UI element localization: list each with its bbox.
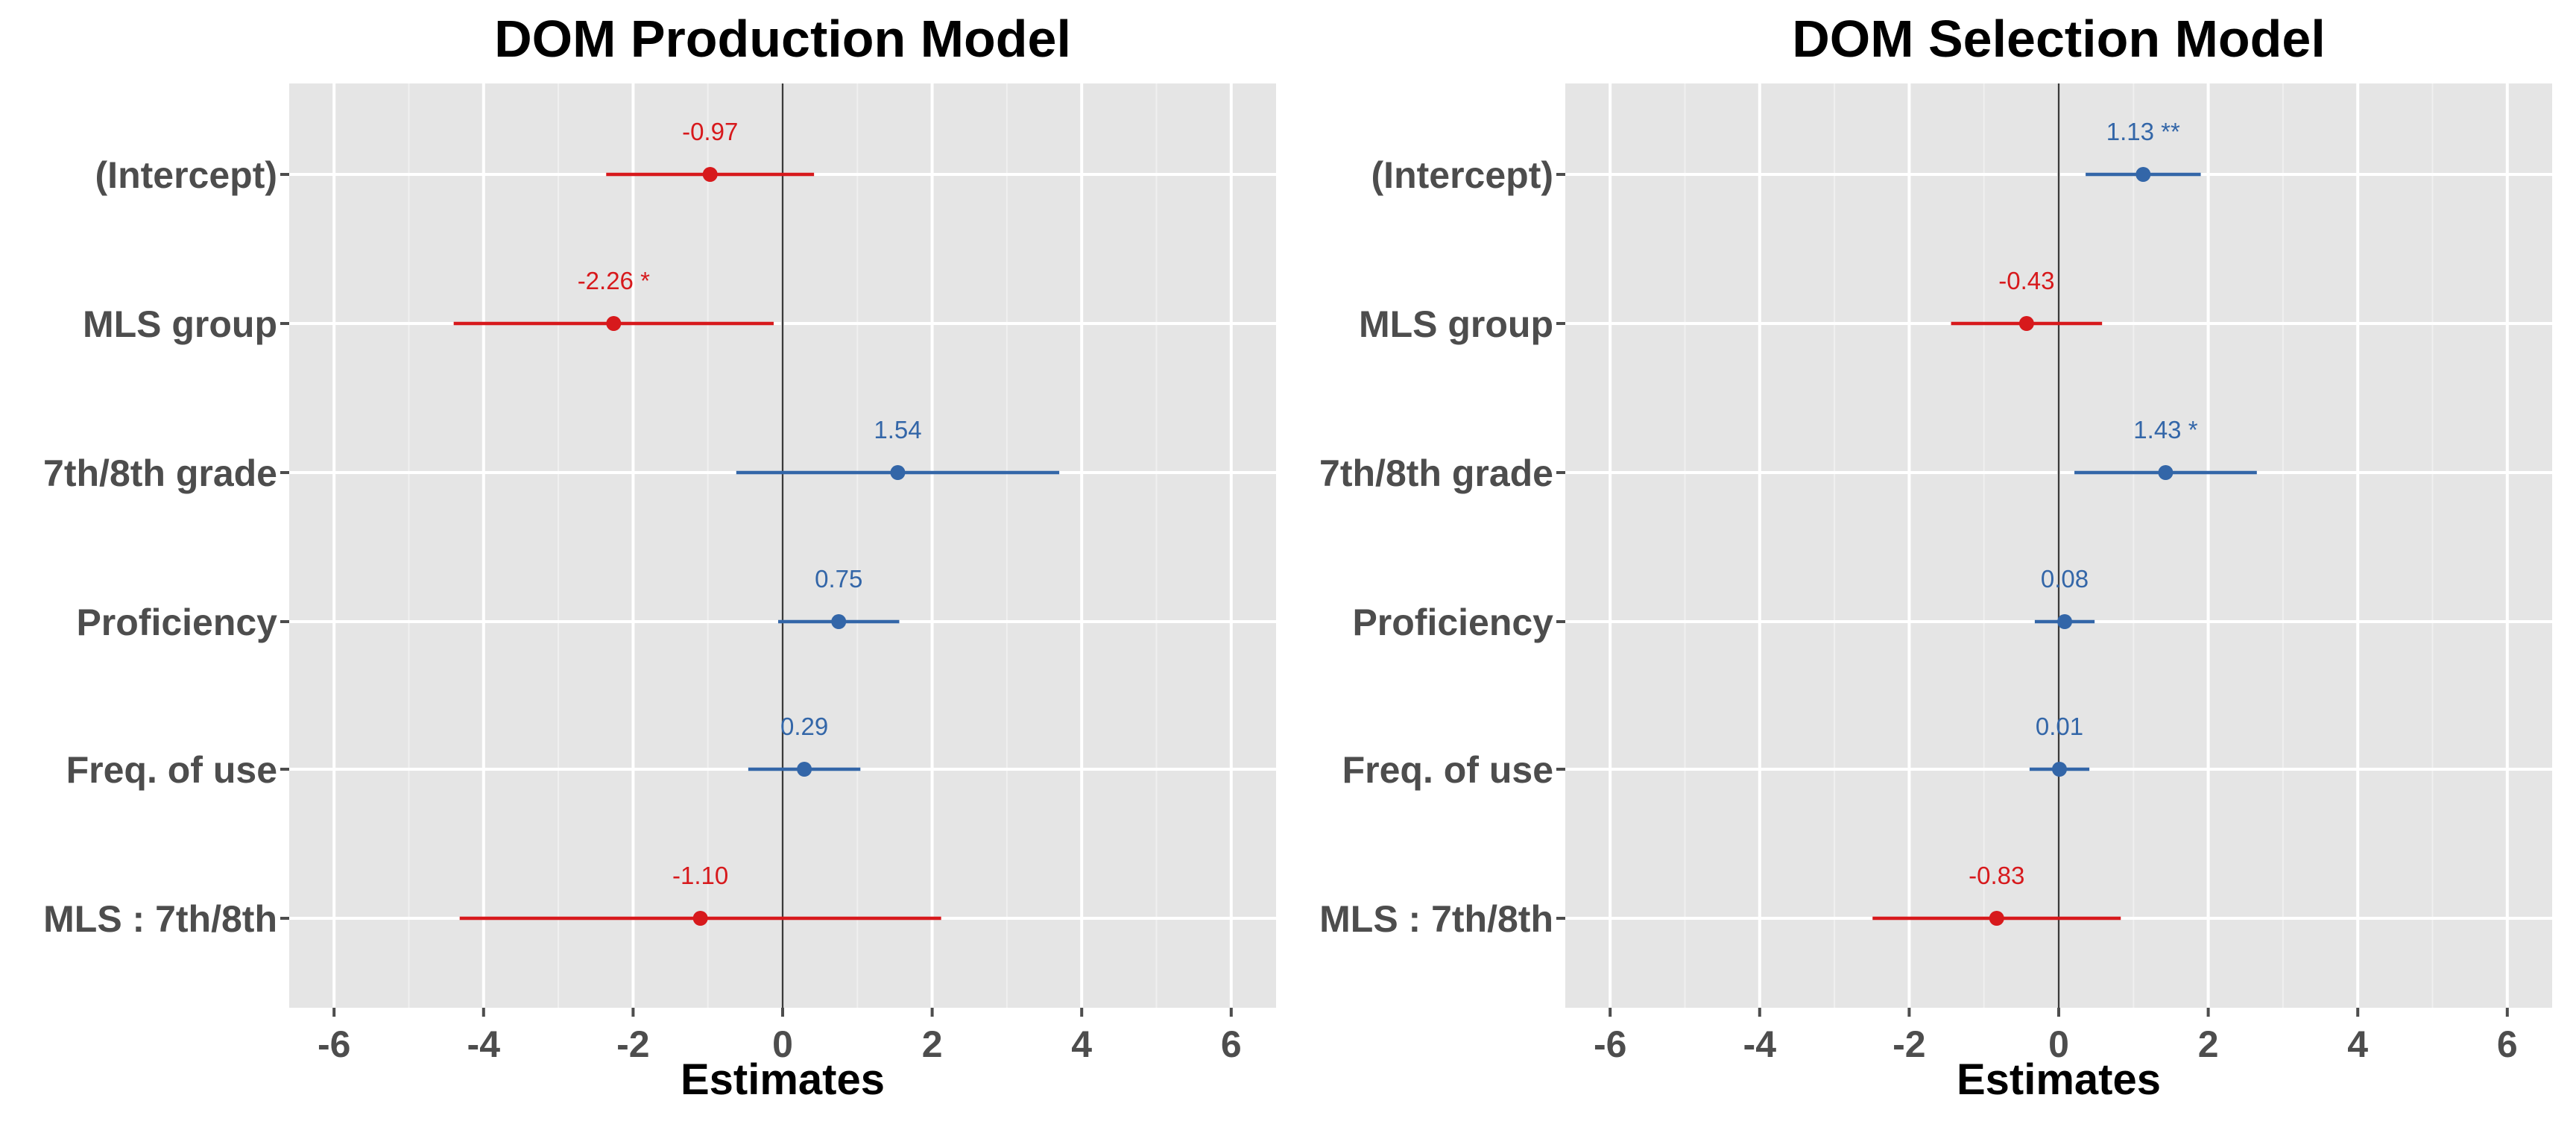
- estimate-label: -2.26 *: [578, 267, 650, 294]
- y-tick-label: Freq. of use: [66, 749, 277, 791]
- x-tick-label: 2: [922, 1023, 943, 1065]
- x-tick-label: 6: [1221, 1023, 1242, 1065]
- estimate-point: [797, 762, 812, 777]
- production-model-panel: DOM Production Model (Intercept) MLS group…: [43, 10, 1276, 1104]
- estimate-label: -0.43: [1998, 267, 2054, 294]
- y-tick-label: 7th/8th grade: [43, 452, 277, 494]
- y-tick-label: Freq. of use: [1342, 749, 1553, 791]
- x-tick-label: -6: [1594, 1023, 1626, 1065]
- x-axis-label: Estimates: [681, 1055, 885, 1104]
- estimate-label: -1.10: [672, 862, 728, 889]
- chart-title: DOM Selection Model: [1792, 10, 2326, 68]
- estimate-point: [2052, 762, 2068, 777]
- estimate-label: 1.13 **: [2106, 118, 2180, 145]
- x-tick-label: 2: [2198, 1023, 2219, 1065]
- estimate-point: [692, 911, 708, 926]
- y-tick-label: MLS group: [83, 303, 277, 345]
- x-axis-label: Estimates: [1957, 1055, 2161, 1104]
- estimate-point: [606, 316, 622, 331]
- estimate-point: [2018, 316, 2034, 331]
- chart-title: DOM Production Model: [494, 10, 1071, 68]
- x-tick-label: -4: [1743, 1023, 1777, 1065]
- y-tick-label: Proficiency: [1352, 602, 1553, 643]
- y-tick-label: MLS : 7th/8th: [1319, 898, 1553, 940]
- x-tick-label: -2: [616, 1023, 649, 1065]
- estimate-point: [890, 465, 906, 480]
- x-tick-label: 4: [2347, 1023, 2368, 1065]
- estimate-label: 0.75: [815, 565, 862, 593]
- estimate-label: 0.08: [2041, 565, 2089, 593]
- estimate-label: -0.83: [1969, 862, 2024, 889]
- y-tick-label: MLS : 7th/8th: [43, 898, 277, 940]
- estimate-label: 0.01: [2036, 713, 2083, 740]
- selection-model-panel: DOM Selection Model (Intercept) MLS group 7…: [1319, 10, 2552, 1104]
- x-tick-label: -4: [467, 1023, 501, 1065]
- y-tick-label: (Intercept): [1371, 154, 1553, 196]
- y-tick-label: 7th/8th grade: [1319, 452, 1553, 494]
- estimate-point: [2057, 614, 2073, 629]
- estimate-point: [831, 614, 847, 629]
- estimate-label: -0.97: [682, 118, 738, 145]
- y-tick-label: MLS group: [1359, 303, 1553, 345]
- estimate-label: 1.54: [874, 416, 921, 443]
- y-tick-label: (Intercept): [95, 154, 277, 196]
- x-tick-label: 0: [2048, 1023, 2069, 1065]
- estimate-point: [2158, 465, 2174, 480]
- x-tick-label: 4: [1071, 1023, 1092, 1065]
- x-tick-label: -2: [1892, 1023, 1925, 1065]
- estimate-point: [702, 167, 718, 182]
- estimate-point: [1989, 911, 2004, 926]
- estimate-label: 0.29: [780, 713, 828, 740]
- x-tick-label: 0: [772, 1023, 793, 1065]
- estimate-label: 1.43 *: [2133, 416, 2197, 443]
- x-tick-label: -6: [318, 1023, 350, 1065]
- y-tick-label: Proficiency: [76, 602, 277, 643]
- x-tick-label: 6: [2497, 1023, 2518, 1065]
- estimate-point: [2135, 167, 2151, 182]
